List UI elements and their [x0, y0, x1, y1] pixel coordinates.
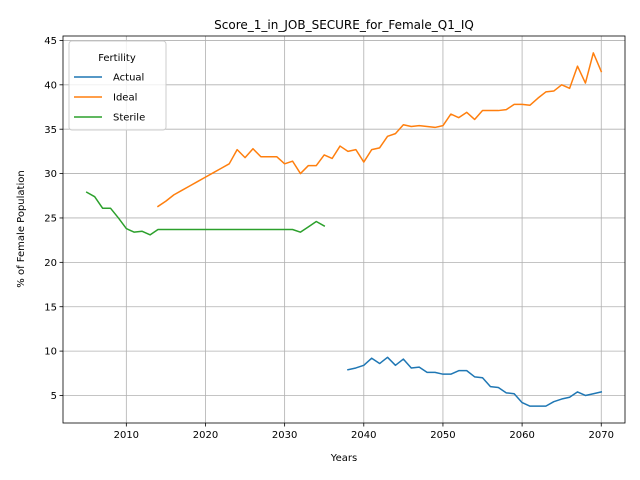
legend-title: Fertility — [98, 53, 136, 64]
chart-title: Score_1_in_JOB_SECURE_for_Female_Q1_IQ — [214, 18, 474, 32]
y-tick-label: 10 — [44, 347, 57, 358]
x-tick-label: 2050 — [430, 430, 455, 441]
x-tick-label: 2040 — [351, 430, 376, 441]
legend-entries: Actual Ideal Sterile — [74, 73, 145, 124]
series-line-sterile — [85, 191, 326, 236]
y-tick-label: 35 — [44, 125, 57, 136]
x-tick-label: 2020 — [193, 430, 218, 441]
series-line-ideal — [156, 52, 603, 208]
legend-label-actual: Actual — [113, 73, 144, 84]
x-tick-label: 2010 — [114, 430, 139, 441]
legend: Fertility Actual Ideal Sterile — [68, 40, 167, 131]
y-tick-label: 40 — [44, 80, 57, 91]
legend-label-ideal: Ideal — [113, 93, 137, 104]
series-line-actual — [347, 356, 603, 407]
y-tick-label: 5 — [51, 391, 57, 402]
x-tick-label: 2030 — [272, 430, 297, 441]
legend-frame — [68, 40, 167, 131]
x-axis-ticks: 2010 2020 2030 2040 2050 2060 2070 — [114, 423, 614, 441]
grid-lines — [63, 36, 625, 423]
x-tick-label: 2060 — [509, 430, 534, 441]
y-tick-label: 30 — [44, 169, 57, 180]
x-axis-label: Years — [330, 453, 357, 464]
y-tick-label: 25 — [44, 214, 57, 225]
y-tick-label: 15 — [44, 302, 57, 313]
y-axis-ticks: 5 10 15 20 25 30 35 40 45 — [44, 36, 63, 402]
legend-label-sterile: Sterile — [113, 113, 145, 124]
y-tick-label: 20 — [44, 258, 57, 269]
y-axis-label: % of Female Population — [16, 170, 27, 287]
y-tick-label: 45 — [44, 36, 57, 47]
series-lines — [85, 52, 603, 407]
plot-frame — [62, 35, 626, 424]
x-tick-label: 2070 — [589, 430, 614, 441]
